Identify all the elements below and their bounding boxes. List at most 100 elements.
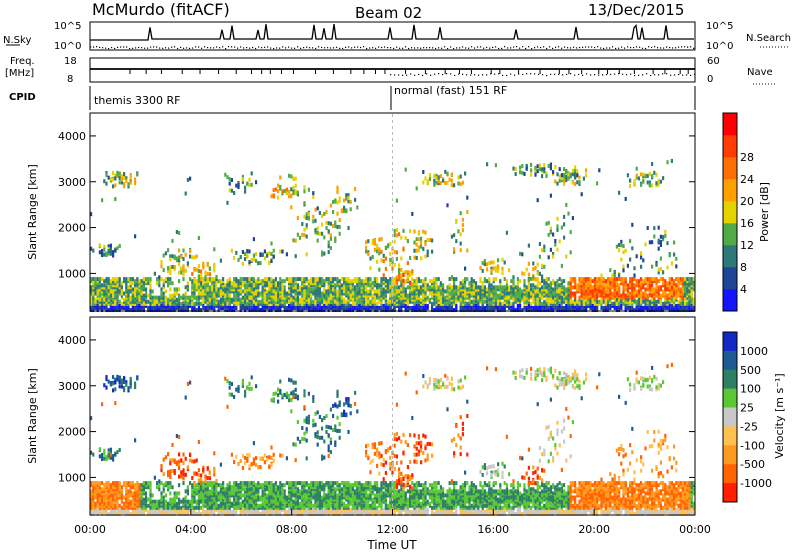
heatmap-cell: [384, 299, 387, 304]
heatmap-cell: [116, 375, 119, 380]
heatmap-cell: [607, 299, 610, 304]
heatmap-cell: [593, 277, 596, 282]
heatmap-cell: [571, 303, 574, 308]
heatmap-cell: [338, 231, 341, 236]
heatmap-cell: [578, 285, 581, 290]
heatmap-cell: [182, 303, 185, 308]
nsearch-dot: [360, 46, 362, 49]
heatmap-cell: [164, 308, 167, 313]
heatmap-cell: [655, 279, 658, 284]
heatmap-cell: [442, 291, 445, 296]
heatmap-cell: [512, 283, 515, 288]
heatmap-cell: [428, 289, 431, 294]
nsearch-dot: [189, 47, 191, 50]
heatmap-cell: [318, 295, 321, 300]
heatmap-cell: [404, 293, 407, 298]
heatmap-cell: [158, 308, 161, 313]
nave-dot: [486, 74, 488, 76]
heatmap-cell: [329, 287, 332, 292]
heatmap-cell: [118, 512, 121, 517]
heatmap-cell: [609, 277, 612, 282]
heatmap-cell: [547, 293, 550, 298]
heatmap-cell: [686, 291, 689, 296]
nsearch-dot: [489, 47, 491, 49]
nsearch-dot: [441, 47, 443, 49]
heatmap-cell: [479, 285, 482, 290]
heatmap-cell: [136, 295, 139, 300]
nsearch-dot: [624, 47, 626, 49]
heatmap-cell: [160, 464, 163, 469]
heatmap-cell: [164, 483, 167, 488]
heatmap-cell: [411, 287, 414, 292]
nave-dot: [514, 74, 516, 76]
heatmap-cell: [554, 283, 557, 288]
heatmap-cell: [206, 297, 209, 302]
heatmap-cell: [486, 267, 489, 272]
freq-label: Freq.: [10, 56, 35, 67]
heatmap-cell: [263, 279, 266, 284]
heatmap-cell: [127, 285, 130, 290]
heatmap-cell: [312, 299, 315, 304]
heatmap-cell: [620, 281, 623, 286]
heatmap-cell: [169, 281, 172, 286]
heatmap-cell: [239, 291, 242, 296]
heatmap-cell: [646, 180, 649, 185]
heatmap-cell: [393, 301, 396, 306]
heatmap-cell: [204, 285, 207, 290]
heatmap-cell: [250, 289, 253, 294]
heatmap-cell: [307, 283, 310, 288]
heatmap-cell: [426, 305, 429, 310]
heatmap-cell: [112, 495, 115, 500]
heatmap-cell: [118, 493, 121, 498]
heatmap-cell: [501, 308, 504, 313]
heatmap-cell: [424, 305, 427, 310]
heatmap-cell: [241, 297, 244, 302]
heatmap-cell: [127, 299, 130, 304]
heatmap-cell: [105, 297, 108, 302]
heatmap-cell: [618, 301, 621, 306]
heatmap-cell: [556, 299, 559, 304]
heatmap-cell: [547, 301, 550, 306]
heatmap-cell: [131, 287, 134, 292]
heatmap-cell: [376, 308, 379, 313]
heatmap-cell: [472, 303, 475, 308]
heatmap-cell: [459, 293, 462, 298]
heatmap-cell: [118, 507, 121, 512]
heatmap-cell: [301, 277, 304, 282]
heatmap-cell: [118, 303, 121, 308]
heatmap-cell: [101, 277, 104, 282]
heatmap-cell: [519, 165, 522, 170]
heatmap-cell: [94, 491, 97, 496]
heatmap-cell: [666, 293, 669, 298]
heatmap-cell: [127, 277, 130, 282]
heatmap-cell: [255, 303, 258, 308]
heatmap-cell: [653, 279, 656, 284]
heatmap-cell: [215, 277, 218, 282]
heatmap-cell: [134, 283, 137, 288]
heatmap-cell: [270, 259, 273, 264]
heatmap-cell: [268, 293, 271, 298]
heatmap-cell: [158, 499, 161, 504]
heatmap-cell: [116, 293, 119, 298]
nsearch-tick-bottom: 10^0: [706, 41, 733, 52]
heatmap-cell: [136, 303, 139, 308]
heatmap-cell: [624, 279, 627, 284]
heatmap-cell: [140, 287, 143, 292]
heatmap-cell: [257, 287, 260, 292]
heatmap-cell: [475, 305, 478, 310]
nsearch-dot: [516, 46, 518, 48]
heatmap-cell: [497, 293, 500, 298]
heatmap-cell: [354, 299, 357, 304]
heatmap-cell: [266, 291, 269, 296]
heatmap-cell: [411, 291, 414, 296]
heatmap-cell: [677, 279, 680, 284]
heatmap-cell: [435, 308, 438, 313]
heatmap-cell: [332, 308, 335, 313]
power-heatmap: [90, 114, 695, 313]
heatmap-cell: [415, 186, 418, 191]
heatmap-cell: [453, 291, 456, 296]
nsearch-dot: [522, 46, 524, 48]
heatmap-cell: [541, 291, 544, 296]
heatmap-cell: [129, 289, 132, 294]
heatmap-cell: [270, 308, 273, 313]
